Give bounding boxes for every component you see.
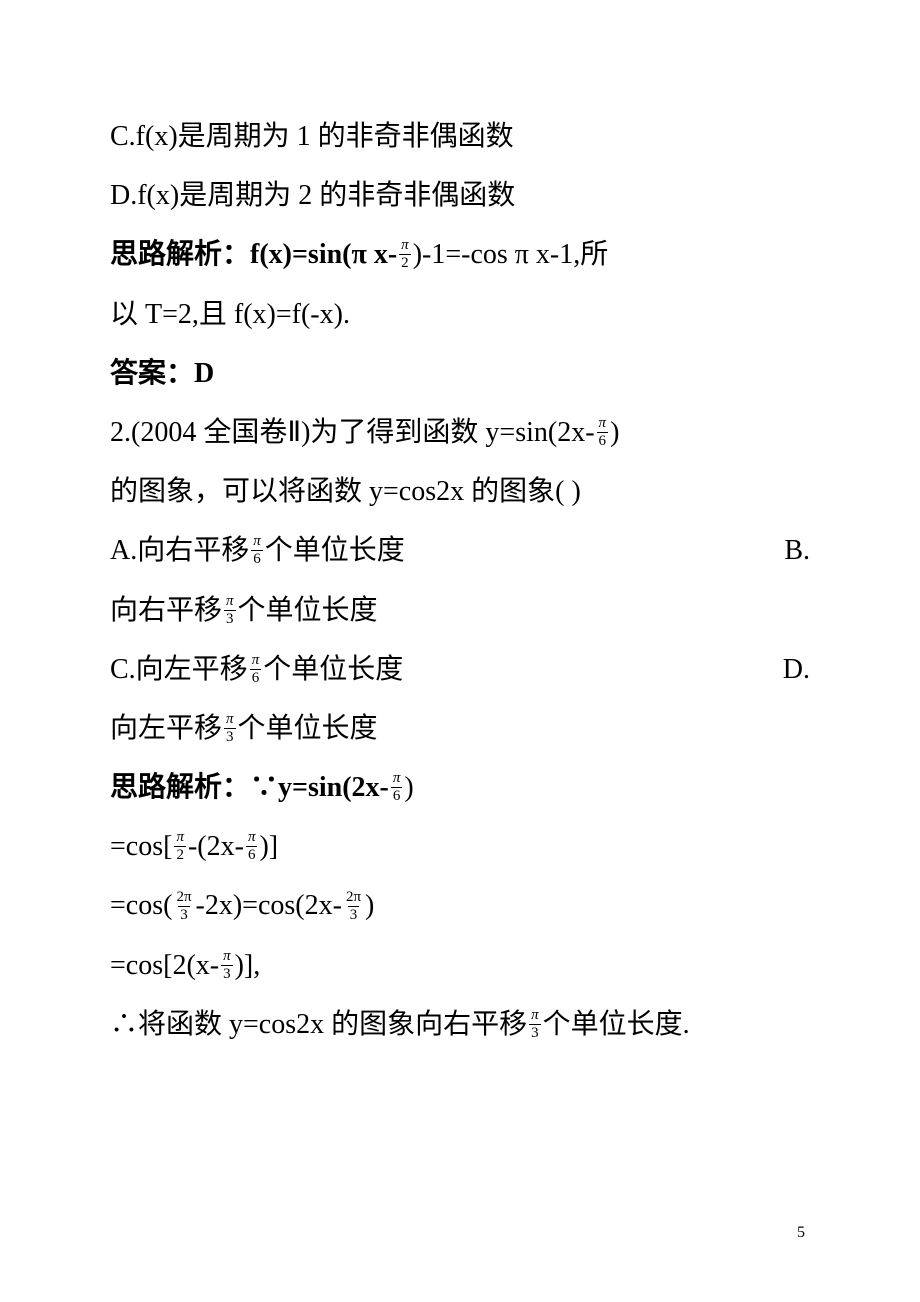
text-segment: =cos(: [110, 879, 172, 932]
text-segment: -(2x-: [188, 820, 244, 873]
text-segment: 向左平移: [110, 702, 222, 755]
fraction-pi-6: π 6: [246, 830, 258, 863]
option-d-continuation: 向左平移 π 3 个单位长度: [110, 702, 810, 755]
text-segment: ): [610, 406, 619, 459]
option-b-continuation: 向右平移 π 3 个单位长度: [110, 584, 810, 637]
answer-line: 答案：D: [110, 347, 810, 400]
fraction-pi-3: π 3: [221, 949, 233, 982]
analysis-2-line-3: =cos( 2π 3 -2x)=cos(2x- 2π 3 ): [110, 879, 810, 932]
question-2-line-1: 2.(2004 全国卷Ⅱ)为了得到函数 y=sin(2x- π 6 ): [110, 406, 810, 459]
question-2-line-2: 的图象，可以将函数 y=cos2x 的图象( ): [110, 465, 810, 518]
text-segment: =cos[2(x-: [110, 939, 219, 992]
option-row-cd: C.向左平移 π 6 个单位长度 D.: [110, 643, 810, 696]
fraction-pi-6: π 6: [391, 771, 403, 804]
fraction-pi-2: π 2: [174, 830, 186, 863]
option-d: D.f(x)是周期为 2 的非奇非偶函数: [110, 169, 810, 222]
page-number: 5: [797, 1224, 805, 1242]
analysis-2-line-4: =cos[2(x- π 3 )],: [110, 939, 810, 992]
text-segment: -2x)=cos(2x-: [196, 879, 342, 932]
analysis-label: 思路解析：∵y=sin(2x-: [110, 761, 389, 814]
option-a-text: A.向右平移: [110, 524, 249, 577]
fraction-pi-6: π 6: [251, 534, 263, 567]
option-c-text: C.向左平移: [110, 643, 248, 696]
text-segment: 个单位长度: [263, 643, 403, 696]
text-segment: 个单位长度.: [543, 998, 690, 1051]
text-segment: ): [404, 761, 413, 814]
text-segment: )-1=-cos π x-1,所: [413, 228, 609, 281]
text-segment: ): [365, 879, 374, 932]
fraction-pi-3: π 3: [224, 712, 236, 745]
text-segment: 个单位长度: [238, 702, 378, 755]
text-segment: 2.(2004 全国卷Ⅱ)为了得到函数 y=sin(2x-: [110, 406, 595, 459]
text-segment: 个单位长度: [265, 524, 405, 577]
fraction-pi-3: π 3: [224, 594, 236, 627]
option-row-ab: A.向右平移 π 6 个单位长度 B.: [110, 524, 810, 577]
fraction-pi-6: π 6: [597, 416, 609, 449]
fraction-2pi-3: 2π 3: [174, 890, 193, 923]
text-segment: ∴将函数 y=cos2x 的图象向右平移: [110, 998, 527, 1051]
analysis-line-2: 以 T=2,且 f(x)=f(-x).: [110, 288, 810, 341]
text-segment: )],: [235, 939, 261, 992]
text-segment: 个单位长度: [238, 584, 378, 637]
fraction-pi-3: π 3: [529, 1008, 541, 1041]
text-segment: )]: [259, 820, 278, 873]
analysis-label: 思路解析：f(x)=sin(π x-: [110, 228, 397, 281]
text-segment: =cos[: [110, 820, 172, 873]
conclusion-line: ∴将函数 y=cos2x 的图象向右平移 π 3 个单位长度.: [110, 998, 810, 1051]
text-segment: 向右平移: [110, 584, 222, 637]
analysis-2-line-1: 思路解析：∵y=sin(2x- π 6 ): [110, 761, 810, 814]
fraction-pi-6: π 6: [250, 653, 262, 686]
analysis-2-line-2: =cos[ π 2 -(2x- π 6 )]: [110, 820, 810, 873]
option-b-label: B.: [784, 524, 810, 577]
document-content: C.f(x)是周期为 1 的非奇非偶函数 D.f(x)是周期为 2 的非奇非偶函…: [110, 110, 810, 1051]
fraction-2pi-3: 2π 3: [344, 890, 363, 923]
analysis-line-1: 思路解析：f(x)=sin(π x- π 2 )-1=-cos π x-1,所: [110, 228, 810, 281]
option-c: C.f(x)是周期为 1 的非奇非偶函数: [110, 110, 810, 163]
option-d-label: D.: [783, 643, 810, 696]
fraction-pi-2: π 2: [399, 238, 411, 271]
